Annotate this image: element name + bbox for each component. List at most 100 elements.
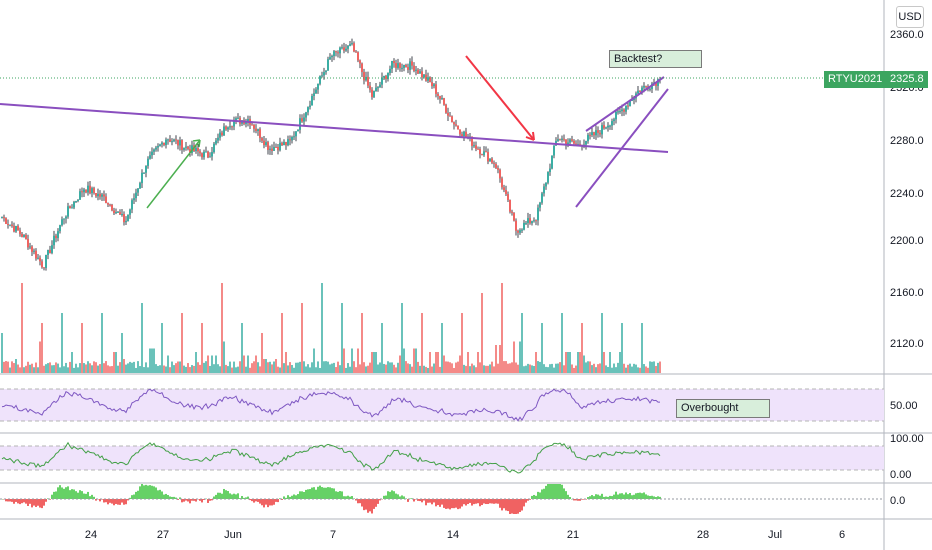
osc-bar bbox=[199, 499, 201, 501]
candle-body bbox=[631, 100, 633, 102]
candle-body bbox=[43, 267, 45, 269]
candle-body bbox=[151, 151, 153, 156]
volume-bar bbox=[537, 361, 539, 373]
candle-body bbox=[55, 235, 57, 239]
osc-bar bbox=[153, 486, 155, 499]
volume-bar bbox=[355, 367, 357, 373]
candle-body bbox=[45, 254, 47, 268]
volume-bar bbox=[37, 367, 39, 373]
osc-bar bbox=[469, 499, 471, 503]
volume-bar bbox=[183, 365, 185, 373]
candle-body bbox=[7, 224, 9, 226]
overbought-annotation[interactable]: Overbought bbox=[676, 399, 770, 418]
osc-bar bbox=[447, 499, 449, 509]
x-tick: 28 bbox=[697, 529, 709, 541]
candle-body bbox=[65, 216, 67, 219]
volume-bar bbox=[451, 363, 453, 373]
candle-body bbox=[83, 189, 85, 193]
volume-bar bbox=[141, 303, 143, 373]
candle-body bbox=[41, 261, 43, 268]
volume-bar bbox=[185, 366, 187, 373]
osc-bar bbox=[465, 499, 467, 506]
candle-body bbox=[317, 83, 319, 90]
green-arrow-line bbox=[146, 139, 201, 209]
volume-bar bbox=[207, 355, 209, 373]
volume-bar bbox=[257, 362, 259, 373]
candle-body bbox=[49, 249, 51, 254]
candle-body bbox=[617, 111, 619, 113]
candle-body bbox=[395, 63, 397, 68]
volume-bar bbox=[485, 365, 487, 373]
volume-bar bbox=[495, 345, 497, 373]
volume-bar bbox=[517, 364, 519, 373]
volume-bar bbox=[611, 367, 613, 373]
osc-bar bbox=[311, 487, 313, 499]
osc-bar bbox=[265, 499, 267, 505]
osc-bar bbox=[229, 493, 231, 499]
volume-bar bbox=[117, 365, 119, 373]
volume-bar bbox=[159, 365, 161, 373]
candle-body bbox=[487, 152, 489, 162]
candle-body bbox=[267, 142, 269, 150]
volume-bar bbox=[181, 313, 183, 373]
volume-bar bbox=[419, 365, 421, 373]
osc-bar bbox=[587, 497, 589, 499]
candle-body bbox=[345, 48, 347, 51]
volume-bar bbox=[501, 283, 503, 373]
osc-bar bbox=[91, 494, 93, 499]
candle-body bbox=[213, 143, 215, 153]
volume-bar bbox=[553, 367, 555, 373]
candle-body bbox=[599, 132, 601, 135]
candle-body bbox=[71, 207, 73, 209]
volume-bar bbox=[469, 366, 471, 373]
osc-bar bbox=[31, 499, 33, 508]
candle-body bbox=[323, 72, 325, 76]
volume-bar bbox=[197, 362, 199, 373]
candle-body bbox=[387, 72, 389, 79]
volume-bar bbox=[125, 364, 127, 373]
candle-body bbox=[227, 127, 229, 130]
candle-body bbox=[407, 67, 409, 70]
volume-bar bbox=[353, 361, 355, 373]
candle-body bbox=[319, 76, 321, 84]
volume-bar bbox=[83, 363, 85, 373]
osc-bar bbox=[259, 499, 261, 504]
osc-bar bbox=[321, 487, 323, 499]
osc-bar bbox=[511, 499, 513, 514]
volume-bar bbox=[587, 361, 589, 373]
osc-bar bbox=[427, 499, 429, 503]
osc-bar bbox=[617, 494, 619, 499]
candle-body bbox=[329, 57, 331, 60]
volume-bar bbox=[17, 364, 19, 373]
osc-bar bbox=[477, 499, 479, 504]
volume-bar bbox=[261, 333, 263, 373]
osc-bar bbox=[541, 489, 543, 499]
drawings[interactable] bbox=[0, 55, 884, 209]
volume-bar bbox=[29, 364, 31, 373]
candle-body bbox=[471, 136, 473, 146]
osc-bar bbox=[457, 499, 459, 510]
volume-bar bbox=[277, 366, 279, 373]
candle-body bbox=[79, 191, 81, 200]
volume-bar bbox=[447, 361, 449, 373]
osc-bar bbox=[423, 499, 425, 501]
candle-body bbox=[597, 130, 599, 133]
candle-body bbox=[171, 141, 173, 143]
osc-bar bbox=[531, 495, 533, 499]
candle-body bbox=[587, 134, 589, 142]
osc-bar bbox=[393, 491, 395, 499]
osc-bar bbox=[573, 499, 575, 501]
candle-body bbox=[327, 59, 329, 71]
currency-button[interactable]: USD bbox=[896, 6, 924, 28]
volume-bar bbox=[143, 367, 145, 373]
volume-bar bbox=[219, 366, 221, 373]
candle-body bbox=[427, 77, 429, 81]
volume-bar bbox=[251, 363, 253, 373]
candle-body bbox=[69, 206, 71, 209]
osc-bar bbox=[607, 496, 609, 499]
backtest-annotation[interactable]: Backtest? bbox=[609, 50, 702, 68]
candle-body bbox=[483, 151, 485, 156]
green-arrow-head bbox=[192, 139, 201, 148]
time-axis[interactable]: 24 27 Jun 7 14 21 28 Jul 6 bbox=[85, 529, 845, 541]
